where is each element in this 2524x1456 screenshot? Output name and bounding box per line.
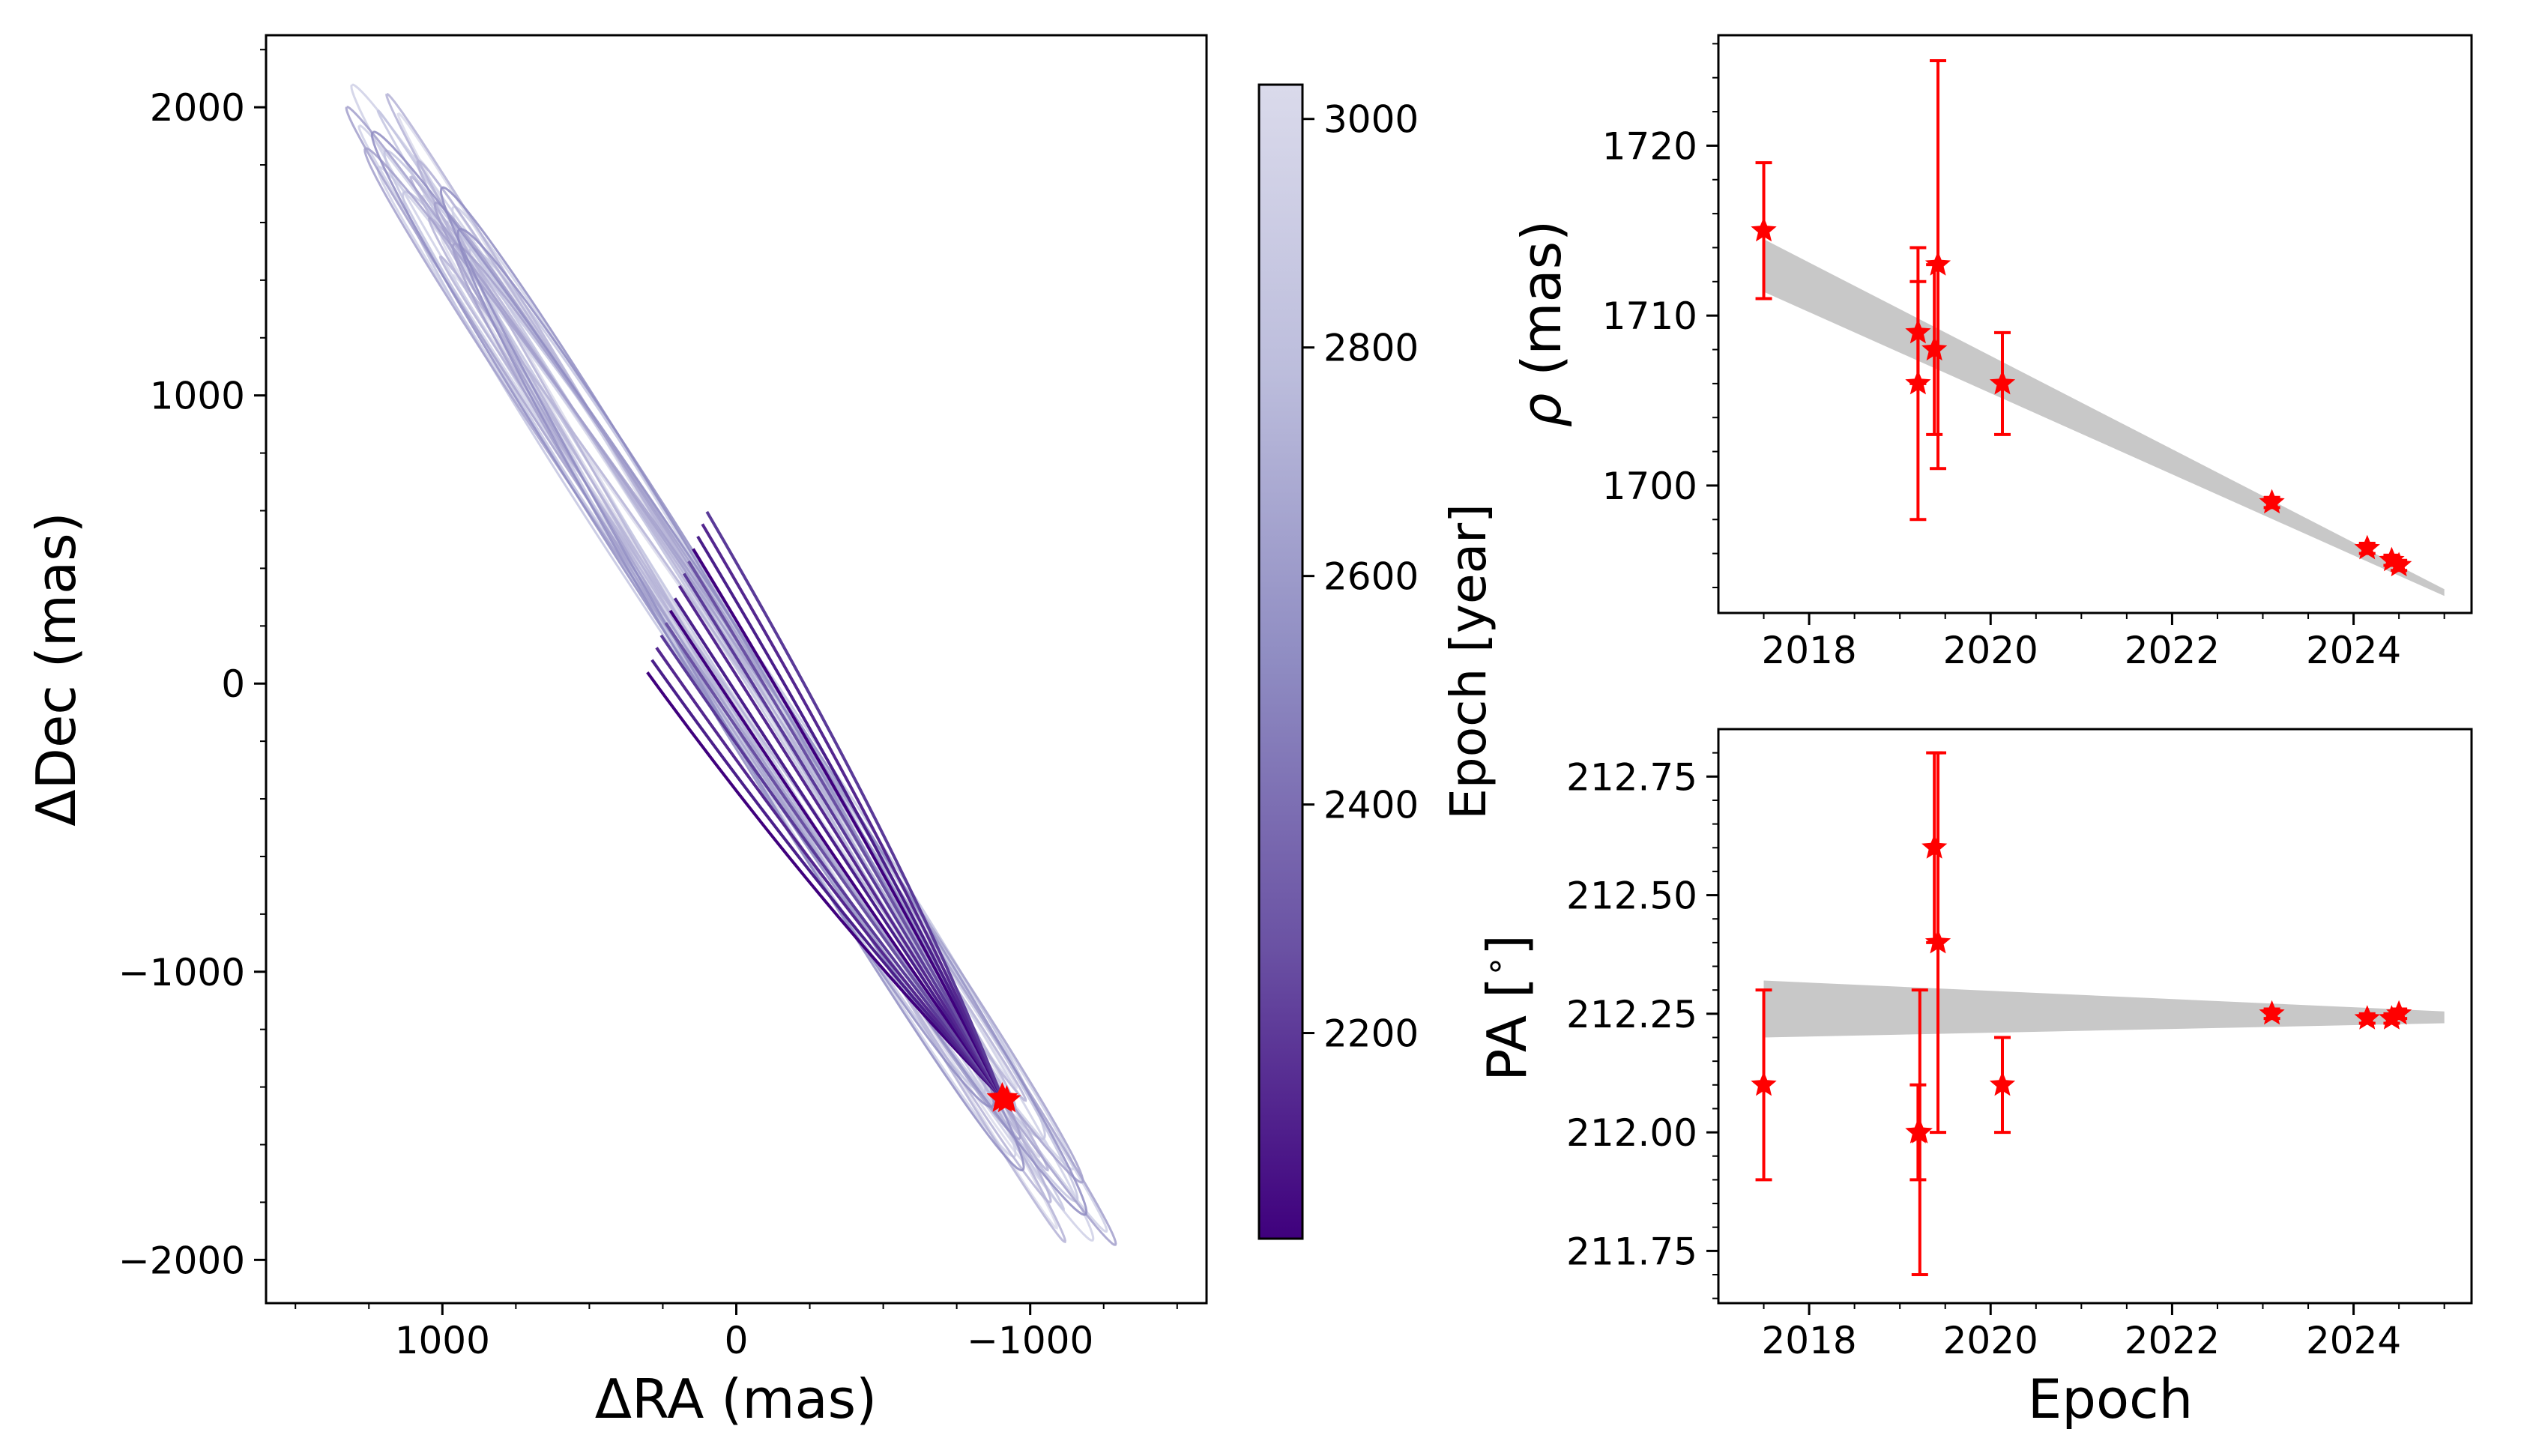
separation-y-tick-label: 1700	[1602, 465, 1697, 508]
orbit-early-segment	[646, 671, 1003, 1100]
orbit-early-segment	[687, 560, 1004, 1099]
position-angle-y-tick-label: 211.75	[1566, 1230, 1697, 1273]
orbit-markers	[986, 1082, 1021, 1113]
orbit-x-tick-label: 1000	[395, 1319, 490, 1362]
separation-y-tick-label: 1720	[1602, 124, 1697, 168]
separation-x-tick-label: 2022	[2125, 629, 2220, 672]
separation-axes-frame	[1717, 34, 2473, 614]
position-angle-x-tick-label: 2018	[1761, 1319, 1856, 1362]
separation-x-tick-label: 2018	[1761, 629, 1856, 672]
orbit-early-segment	[701, 523, 1004, 1099]
position-angle-y-axis-degree: ∘	[1474, 955, 1515, 977]
separation-panel: 2018 2020 2022 2024 1700 1710 1720 ρ (mas)	[1510, 34, 2473, 672]
separation-y-axis-symbol: ρ	[1510, 393, 1573, 428]
separation-data-point	[2259, 489, 2285, 514]
orbit-early-segment	[673, 597, 1004, 1100]
position-angle-y-axis-label: PA [∘]	[1474, 934, 1539, 1081]
orbit-trace	[370, 130, 1088, 1216]
colorbar-tick-label: 2600	[1323, 555, 1419, 599]
position-angle-y-ticks: 211.75 212.00 212.25 212.50 212.75	[1566, 752, 1718, 1299]
position-angle-data-point	[1924, 928, 1951, 954]
separation-data-points	[1751, 59, 2412, 577]
separation-data-point	[1905, 369, 1931, 395]
orbit-early-segment	[692, 548, 1004, 1099]
orbit-y-tick-label: −2000	[118, 1239, 245, 1282]
separation-data-point	[1921, 336, 1948, 361]
separation-data-point	[2386, 552, 2412, 577]
position-angle-y-axis-suffix: ]	[1476, 934, 1539, 955]
position-angle-data-point	[1906, 1119, 1933, 1144]
orbit-early-segment	[683, 573, 1004, 1100]
position-angle-x-tick-label: 2022	[2125, 1319, 2220, 1362]
separation-y-axis-label: ρ (mas)	[1510, 220, 1573, 428]
separation-x-tick-label: 2020	[1943, 629, 2038, 672]
orbit-trace	[456, 228, 995, 1108]
position-angle-y-tick-label: 212.25	[1566, 993, 1697, 1036]
separation-y-ticks: 1700 1710 1720	[1602, 43, 1718, 588]
position-angle-data-point	[1989, 1071, 2016, 1096]
orbit-early-segment	[668, 609, 1004, 1100]
position-angle-data-point	[1751, 1071, 1777, 1096]
orbit-x-axis-label: ΔRA (mas)	[595, 1368, 877, 1431]
orbit-early-segment	[655, 647, 1003, 1100]
position-angle-data-point	[2259, 1000, 2285, 1025]
orbit-x-tick-label: 0	[725, 1319, 749, 1362]
position-angle-y-axis-prefix: PA [	[1476, 977, 1539, 1081]
orbit-panel: 1000 0 −1000 2000 1000 0 −1000 −2000 ΔRA (mas)…	[25, 34, 1208, 1431]
separation-y-tick-label: 1710	[1602, 294, 1697, 338]
position-angle-data-point	[2354, 1005, 2380, 1030]
position-angle-model-band	[1763, 980, 2445, 1038]
separation-data-point	[1989, 369, 2016, 395]
colorbar-fill	[1258, 83, 1304, 1240]
orbit-current-position-marker	[992, 1085, 1021, 1113]
orbit-x-ticks: 1000 0 −1000	[295, 1303, 1178, 1362]
orbit-traces	[345, 83, 1117, 1246]
orbit-x-tick-label: −1000	[967, 1319, 1093, 1362]
separation-y-axis-unit: (mas)	[1510, 220, 1573, 393]
separation-x-ticks: 2018 2020 2022 2024	[1761, 613, 2445, 672]
colorbar-ticks: 3000 2800 2600 2400 2200	[1302, 98, 1419, 1056]
separation-data-point	[1924, 251, 1951, 276]
orbit-early-segment	[650, 659, 1003, 1100]
orbit-early-segment	[677, 584, 1004, 1100]
position-angle-y-tick-label: 212.75	[1566, 755, 1697, 799]
orbit-y-tick-label: 0	[221, 662, 245, 706]
colorbar-tick-label: 2400	[1323, 784, 1419, 827]
position-angle-x-axis-label: Epoch	[2028, 1368, 2193, 1431]
separation-data-point	[2354, 534, 2380, 560]
position-angle-x-ticks: 2018 2020 2022 2024	[1761, 1303, 2445, 1362]
orbit-trace	[385, 92, 1066, 1244]
position-angle-axes-frame	[1717, 728, 2473, 1305]
colorbar-label: Epoch [year]	[1440, 504, 1497, 820]
orbit-y-tick-label: 1000	[150, 375, 245, 418]
position-angle-data-point	[2386, 1000, 2412, 1025]
colorbar: 3000 2800 2600 2400 2200 Epoch [year]	[1258, 83, 1497, 1240]
colorbar-tick-label: 3000	[1323, 98, 1419, 142]
position-angle-y-tick-label: 212.00	[1566, 1111, 1697, 1155]
position-angle-data-point	[1921, 834, 1948, 859]
orbit-early-segment	[696, 535, 1004, 1099]
orbit-early-segment	[705, 510, 1004, 1099]
position-angle-x-tick-label: 2024	[2306, 1319, 2401, 1362]
orbit-y-tick-label: −1000	[118, 951, 245, 994]
position-angle-x-tick-label: 2020	[1943, 1319, 2038, 1362]
orbit-early-segment	[664, 622, 1003, 1100]
orbit-y-tick-label: 2000	[150, 86, 245, 130]
position-angle-y-tick-label: 212.50	[1566, 874, 1697, 918]
colorbar-tick-label: 2800	[1323, 327, 1419, 370]
separation-data-point	[1751, 217, 1777, 242]
colorbar-tick-label: 2200	[1323, 1012, 1419, 1056]
orbit-trace	[363, 147, 1084, 1184]
position-angle-data-points	[1751, 751, 2412, 1277]
position-angle-panel: 2018 2020 2022 2024 211.75 212.00 212.25 212.5…	[1474, 728, 2473, 1431]
orbit-early-segment	[659, 634, 1003, 1100]
orbit-y-axis-label: ΔDec (mas)	[25, 512, 88, 826]
separation-model-band	[1763, 239, 2445, 596]
orbit-y-ticks: 2000 1000 0 −1000 −2000	[118, 49, 266, 1282]
separation-x-tick-label: 2024	[2306, 629, 2401, 672]
